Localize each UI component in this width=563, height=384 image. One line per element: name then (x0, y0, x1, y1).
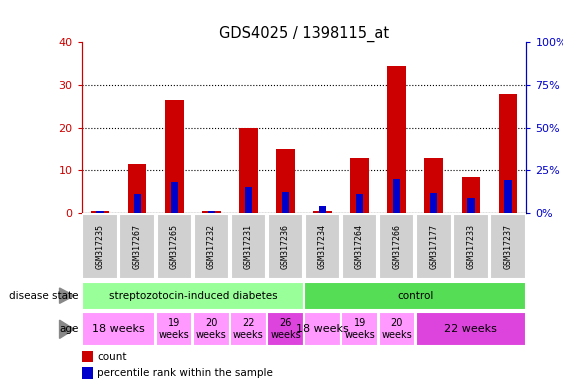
Text: 19
weeks: 19 weeks (159, 318, 190, 340)
Bar (350, 157, 369, 213)
Bar (313, 211, 332, 213)
Text: GSM317177: GSM317177 (429, 224, 438, 269)
Text: GSM317264: GSM317264 (355, 224, 364, 269)
FancyBboxPatch shape (82, 214, 118, 279)
Text: GSM317233: GSM317233 (466, 224, 475, 269)
Text: GSM317237: GSM317237 (503, 224, 512, 269)
Text: 20
weeks: 20 weeks (196, 318, 227, 340)
Text: 18 weeks: 18 weeks (92, 324, 145, 334)
Bar (282, 192, 289, 213)
Text: streptozotocin-induced diabetes: streptozotocin-induced diabetes (109, 291, 277, 301)
Bar (430, 193, 437, 213)
FancyBboxPatch shape (305, 214, 341, 279)
Bar (91, 211, 109, 213)
Polygon shape (60, 320, 74, 338)
Bar (82, 367, 93, 379)
FancyBboxPatch shape (157, 214, 192, 279)
FancyBboxPatch shape (416, 214, 452, 279)
Title: GDS4025 / 1398115_at: GDS4025 / 1398115_at (219, 26, 389, 42)
Text: GSM317234: GSM317234 (318, 224, 327, 269)
FancyBboxPatch shape (415, 312, 526, 346)
Bar (319, 206, 327, 213)
FancyBboxPatch shape (119, 214, 155, 279)
FancyBboxPatch shape (342, 214, 377, 279)
Bar (165, 100, 184, 213)
FancyBboxPatch shape (341, 312, 378, 346)
Bar (171, 182, 178, 213)
Bar (425, 157, 443, 213)
Text: 20
weeks: 20 weeks (381, 318, 412, 340)
Bar (356, 194, 363, 213)
FancyBboxPatch shape (193, 312, 230, 346)
FancyBboxPatch shape (194, 214, 229, 279)
FancyBboxPatch shape (267, 312, 303, 346)
Text: GSM317265: GSM317265 (170, 224, 179, 269)
Polygon shape (60, 288, 74, 303)
FancyBboxPatch shape (82, 281, 303, 310)
Bar (245, 187, 252, 213)
FancyBboxPatch shape (82, 312, 155, 346)
FancyBboxPatch shape (231, 214, 266, 279)
Bar (133, 194, 141, 213)
Bar (208, 210, 215, 213)
Bar (393, 179, 400, 213)
Text: disease state: disease state (10, 291, 79, 301)
Text: control: control (397, 291, 434, 301)
Bar (82, 351, 93, 362)
Text: GSM317232: GSM317232 (207, 224, 216, 269)
Bar (462, 177, 480, 213)
Bar (276, 149, 295, 213)
Text: count: count (97, 352, 127, 362)
Text: GSM317267: GSM317267 (133, 224, 142, 269)
Bar (387, 66, 406, 213)
Bar (499, 94, 517, 213)
FancyBboxPatch shape (230, 312, 267, 346)
Text: 22 weeks: 22 weeks (444, 324, 497, 334)
Bar (202, 211, 221, 213)
Text: GSM317236: GSM317236 (281, 224, 290, 269)
Text: GSM317266: GSM317266 (392, 224, 401, 269)
Text: 26
weeks: 26 weeks (270, 318, 301, 340)
Bar (239, 127, 258, 213)
FancyBboxPatch shape (453, 214, 489, 279)
Bar (504, 180, 512, 213)
Text: 19
weeks: 19 weeks (344, 318, 375, 340)
Text: 22
weeks: 22 weeks (233, 318, 264, 340)
Bar (467, 198, 475, 213)
FancyBboxPatch shape (490, 214, 526, 279)
FancyBboxPatch shape (378, 312, 415, 346)
Text: GSM317231: GSM317231 (244, 224, 253, 269)
FancyBboxPatch shape (379, 214, 414, 279)
FancyBboxPatch shape (305, 281, 526, 310)
FancyBboxPatch shape (305, 312, 341, 346)
Text: age: age (60, 324, 79, 334)
Text: 18 weeks: 18 weeks (296, 324, 349, 334)
Bar (128, 164, 146, 213)
FancyBboxPatch shape (267, 214, 303, 279)
Text: GSM317235: GSM317235 (96, 224, 105, 269)
FancyBboxPatch shape (156, 312, 193, 346)
Bar (96, 210, 104, 213)
Text: percentile rank within the sample: percentile rank within the sample (97, 368, 273, 378)
